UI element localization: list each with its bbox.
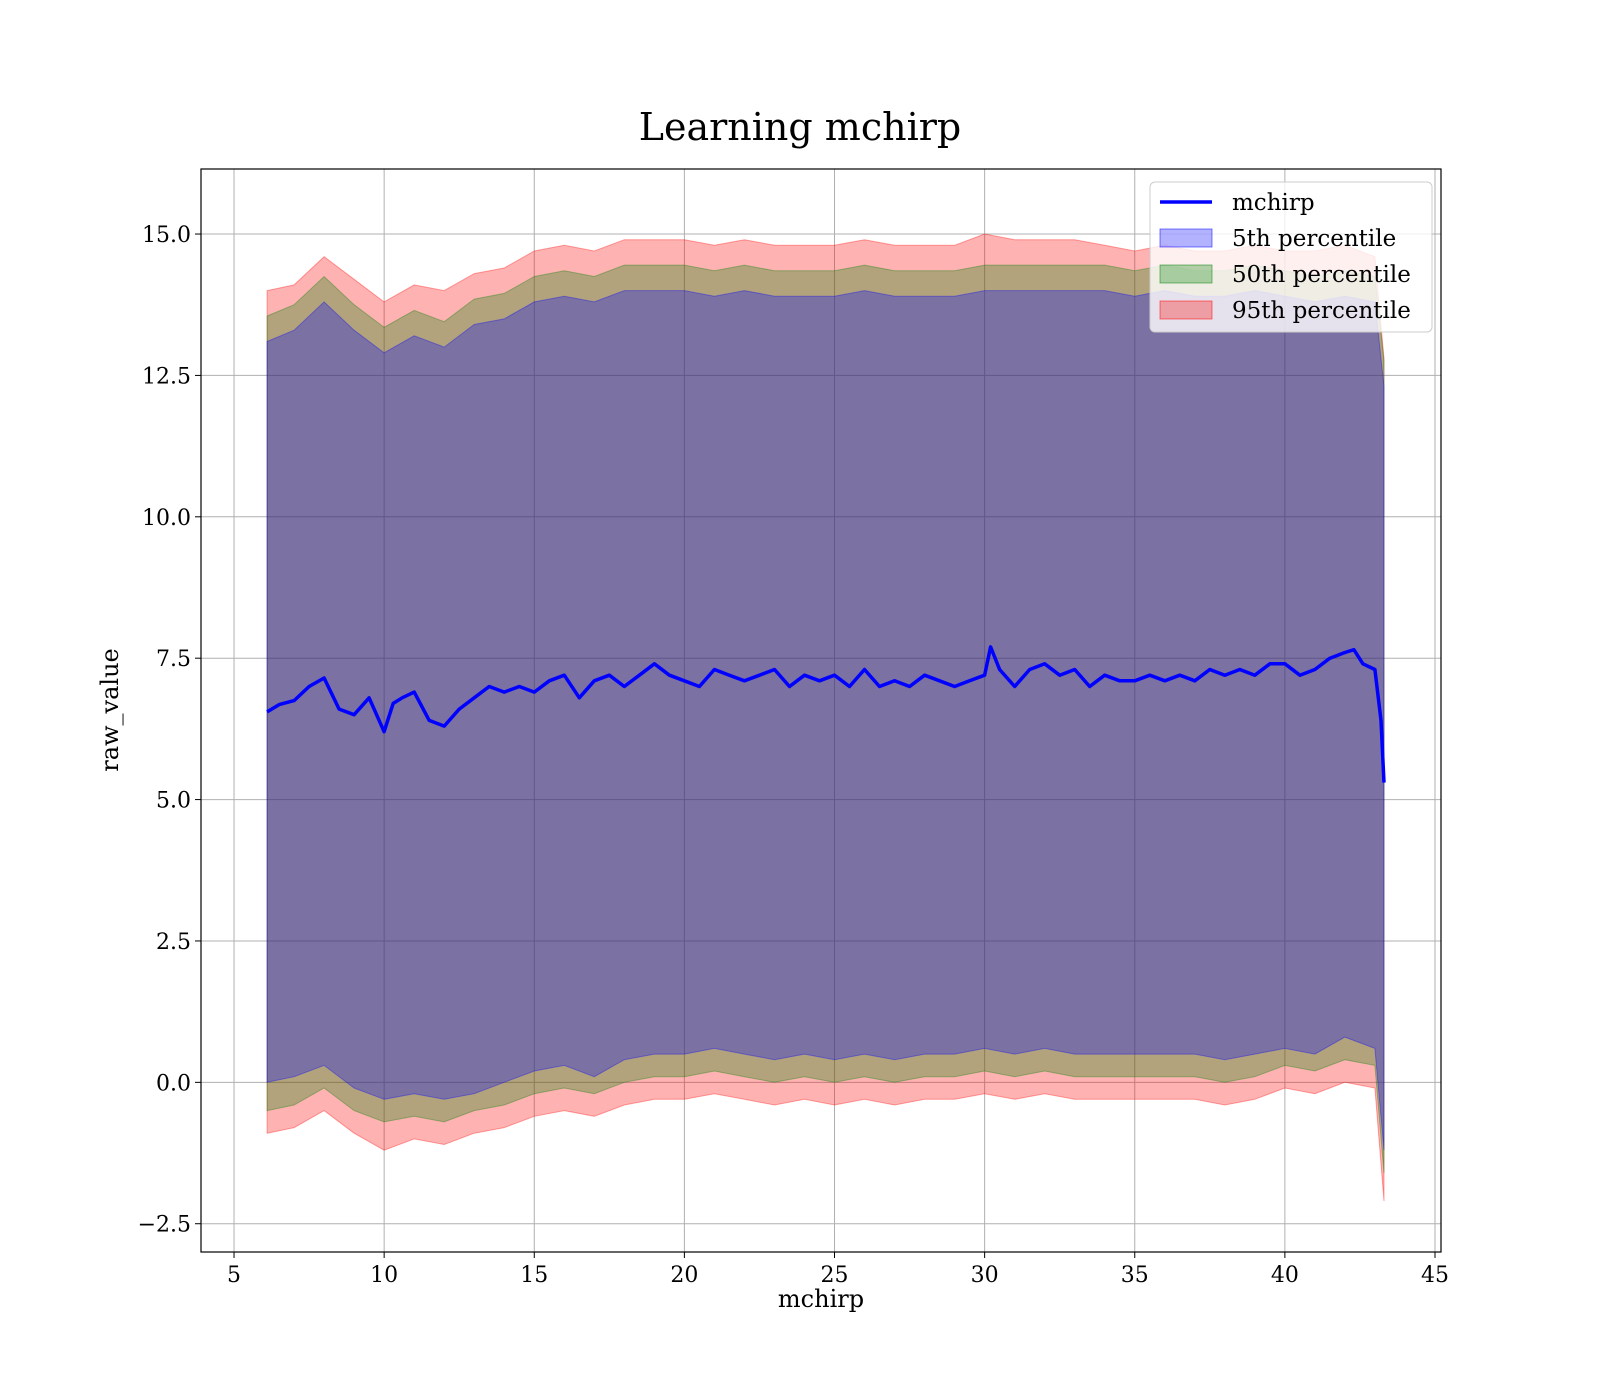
legend-swatch-patch	[1159, 300, 1213, 320]
x-tick-label: 40	[1271, 1263, 1299, 1288]
y-tick-label: 5.0	[156, 789, 191, 814]
legend-label: 5th percentile	[1232, 226, 1396, 252]
chart-title: Learning mchirp	[639, 105, 961, 149]
y-tick-label: 15.0	[142, 223, 191, 248]
band-95th-percentile	[266, 233, 1385, 1202]
band-50th-percentile	[266, 264, 1385, 1173]
legend-swatch-patch	[1159, 228, 1213, 248]
percentile-bands	[266, 233, 1385, 1202]
legend: mchirp 5th percentile 50th percentile 95th …	[1149, 181, 1433, 333]
y-tick-label: −2.5	[138, 1213, 191, 1238]
x-tick-label: 45	[1421, 1263, 1449, 1288]
y-tick-label: 0.0	[156, 1071, 191, 1096]
x-axis-ticks: 5 10 15 20 25 30 35 40 45	[227, 1252, 1449, 1288]
x-tick-label: 20	[670, 1263, 698, 1288]
legend-label: 50th percentile	[1232, 262, 1411, 288]
legend-label: mchirp	[1232, 190, 1315, 216]
legend-swatch-patch	[1159, 264, 1213, 284]
x-tick-label: 15	[520, 1263, 548, 1288]
y-axis-ticks: −2.5 0.0 2.5 5.0 7.5 10.0 12.5 15.0	[138, 223, 201, 1238]
y-tick-label: 2.5	[156, 930, 191, 955]
legend-label: 95th percentile	[1232, 298, 1411, 324]
x-tick-label: 35	[1121, 1263, 1149, 1288]
grid-lines	[201, 169, 1441, 1252]
y-tick-label: 7.5	[156, 647, 191, 672]
y-axis-label: raw_value	[96, 648, 124, 772]
x-axis-label: mchirp	[778, 1285, 864, 1313]
x-tick-label: 25	[821, 1263, 849, 1288]
y-tick-label: 12.5	[142, 364, 191, 389]
legend-box	[1149, 181, 1433, 333]
x-tick-label: 5	[227, 1263, 241, 1288]
series-lines	[266, 645, 1386, 783]
x-tick-label: 10	[370, 1263, 398, 1288]
x-tick-label: 30	[971, 1263, 999, 1288]
plot-frame	[200, 168, 1442, 1253]
y-tick-label: 10.0	[142, 506, 191, 531]
series-line-mchirp	[266, 645, 1386, 783]
band-5th-percentile	[266, 290, 1385, 1151]
